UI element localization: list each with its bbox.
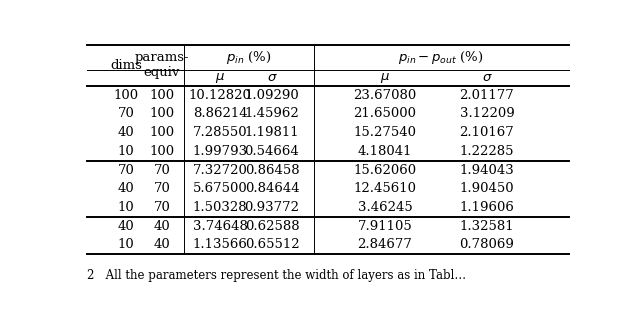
Text: 1.45962: 1.45962 xyxy=(244,107,300,120)
Text: 12.45610: 12.45610 xyxy=(353,182,417,195)
Text: 70: 70 xyxy=(154,182,170,195)
Text: 10.12820: 10.12820 xyxy=(189,89,252,101)
Text: 1.22285: 1.22285 xyxy=(460,145,514,158)
Text: 100: 100 xyxy=(150,126,175,139)
Text: 40: 40 xyxy=(154,239,170,251)
Text: 1.99793: 1.99793 xyxy=(193,145,248,158)
Text: dims: dims xyxy=(110,59,142,72)
Text: 15.27540: 15.27540 xyxy=(353,126,417,139)
Text: $\mu$: $\mu$ xyxy=(215,71,225,85)
Text: 0.78069: 0.78069 xyxy=(460,239,515,251)
Text: params-
equiv: params- equiv xyxy=(134,51,189,79)
Text: 1.32581: 1.32581 xyxy=(460,220,515,233)
Text: 70: 70 xyxy=(154,164,170,176)
Text: 2   All the parameters represent the width of layers as in Tabl…: 2 All the parameters represent the width… xyxy=(88,269,467,282)
Text: 40: 40 xyxy=(118,126,134,139)
Text: 3.12209: 3.12209 xyxy=(460,107,515,120)
Text: 70: 70 xyxy=(118,107,134,120)
Text: 40: 40 xyxy=(118,182,134,195)
Text: $\sigma$: $\sigma$ xyxy=(481,71,492,84)
Text: 2.10167: 2.10167 xyxy=(460,126,515,139)
Text: 23.67080: 23.67080 xyxy=(353,89,417,101)
Text: 5.67500: 5.67500 xyxy=(193,182,248,195)
Text: 1.19606: 1.19606 xyxy=(460,201,515,214)
Text: 21.65000: 21.65000 xyxy=(353,107,417,120)
Text: 4.18041: 4.18041 xyxy=(358,145,412,158)
Text: 7.32720: 7.32720 xyxy=(193,164,248,176)
Text: 1.50328: 1.50328 xyxy=(193,201,247,214)
Text: $\sigma$: $\sigma$ xyxy=(267,71,277,84)
Text: $p_{in}$ (%): $p_{in}$ (%) xyxy=(226,49,271,66)
Text: 70: 70 xyxy=(154,201,170,214)
Text: 40: 40 xyxy=(154,220,170,233)
Text: 0.65512: 0.65512 xyxy=(244,239,300,251)
Text: 1.09290: 1.09290 xyxy=(244,89,300,101)
Text: $\mu$: $\mu$ xyxy=(380,71,390,85)
Text: 100: 100 xyxy=(150,89,175,101)
Text: 1.94043: 1.94043 xyxy=(460,164,515,176)
Text: 10: 10 xyxy=(118,145,134,158)
Text: 3.46245: 3.46245 xyxy=(358,201,412,214)
Text: 100: 100 xyxy=(150,107,175,120)
Text: 1.19811: 1.19811 xyxy=(244,126,300,139)
Text: 100: 100 xyxy=(113,89,138,101)
Text: 0.84644: 0.84644 xyxy=(244,182,300,195)
Text: 0.62588: 0.62588 xyxy=(244,220,300,233)
Text: 100: 100 xyxy=(150,145,175,158)
Text: 0.86458: 0.86458 xyxy=(244,164,300,176)
Text: 7.28550: 7.28550 xyxy=(193,126,247,139)
Text: 8.86214: 8.86214 xyxy=(193,107,247,120)
Text: 1.90450: 1.90450 xyxy=(460,182,515,195)
Text: 0.54664: 0.54664 xyxy=(244,145,300,158)
Text: 7.91105: 7.91105 xyxy=(358,220,412,233)
Text: 3.74648: 3.74648 xyxy=(193,220,248,233)
Text: 0.93772: 0.93772 xyxy=(244,201,300,214)
Text: 10: 10 xyxy=(118,239,134,251)
Text: 2.84677: 2.84677 xyxy=(358,239,412,251)
Text: 2.01177: 2.01177 xyxy=(460,89,515,101)
Text: $p_{in} - p_{out}$ (%): $p_{in} - p_{out}$ (%) xyxy=(398,49,484,66)
Text: 70: 70 xyxy=(118,164,134,176)
Text: 1.13566: 1.13566 xyxy=(193,239,248,251)
Text: 40: 40 xyxy=(118,220,134,233)
Text: 10: 10 xyxy=(118,201,134,214)
Text: 15.62060: 15.62060 xyxy=(353,164,417,176)
